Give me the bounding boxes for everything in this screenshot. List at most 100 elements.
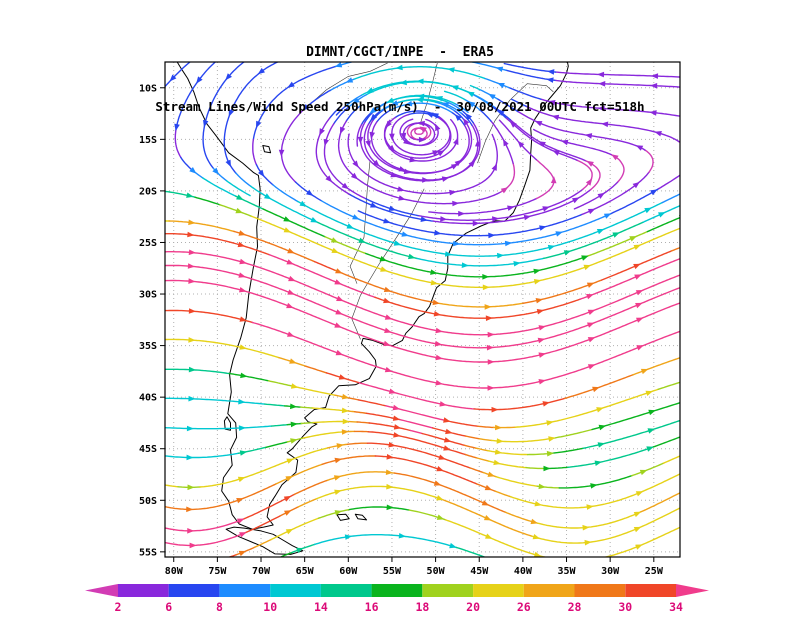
streamline — [353, 411, 368, 414]
streamline — [252, 65, 336, 141]
streamline-arrow — [497, 252, 505, 259]
streamline-arrow — [458, 210, 466, 217]
streamline-arrow — [196, 76, 203, 84]
streamline — [473, 397, 566, 411]
streamline — [358, 382, 475, 410]
streamline-arrow — [319, 128, 325, 136]
colorbar-segment — [270, 584, 321, 597]
streamline-arrow — [635, 145, 644, 151]
streamline — [165, 62, 191, 88]
streamline — [262, 208, 326, 238]
streamline-arrow — [645, 390, 653, 396]
streamline-arrow — [635, 491, 644, 497]
streamline — [168, 220, 235, 233]
streamline-arrow — [453, 137, 459, 145]
colorbar-segment — [473, 584, 524, 597]
streamline — [293, 479, 329, 496]
streamline-arrow — [560, 139, 569, 146]
streamline-arrow — [212, 167, 220, 175]
streamline-arrow — [288, 275, 296, 282]
streamline-arrow — [299, 200, 307, 207]
streamline-arrow — [430, 269, 438, 275]
streamline — [567, 446, 654, 468]
streamline — [374, 296, 581, 319]
streamline — [348, 506, 410, 511]
colorbar-tick-label: 10 — [263, 600, 277, 614]
streamline-arrow — [555, 231, 563, 237]
streamline-arrow — [323, 138, 329, 147]
streamline-arrow — [635, 290, 644, 296]
streamline-arrow — [385, 469, 393, 475]
streamline-arrow — [482, 274, 490, 280]
streamline-arrow — [434, 230, 442, 236]
streamline-arrow — [235, 207, 243, 214]
streamline-arrow — [186, 506, 194, 513]
streamline — [311, 407, 346, 412]
streamline — [543, 221, 644, 259]
streamline-arrow — [189, 167, 197, 174]
streamline — [591, 401, 680, 431]
lat-tick-label: 30S — [139, 290, 157, 301]
streamline-arrow — [422, 177, 430, 183]
streamline-arrow — [443, 417, 451, 423]
streamline-arrow — [487, 359, 495, 365]
streamline — [352, 66, 486, 81]
streamline — [199, 447, 329, 488]
streamline-arrow — [475, 139, 481, 147]
streamline-arrow — [409, 156, 417, 163]
streamline-arrow — [644, 207, 652, 214]
streamline — [477, 425, 495, 429]
streamline-arrow — [336, 295, 344, 302]
streamline-arrow — [397, 186, 405, 192]
streamline-arrow — [433, 311, 441, 317]
streamline — [333, 106, 349, 125]
streamline — [582, 419, 680, 449]
streamline — [165, 425, 273, 430]
streamline-arrow — [287, 331, 295, 337]
streamline-arrow — [283, 216, 291, 222]
colorbar-tick-label: 26 — [517, 600, 531, 614]
lat-tick-label: 10S — [139, 83, 157, 94]
streamline-arrow — [169, 74, 177, 82]
island-outline — [225, 526, 304, 555]
streamline-arrow — [237, 241, 246, 248]
streamline-arrow — [435, 354, 443, 361]
streamline — [357, 399, 387, 407]
streamline — [662, 455, 680, 464]
streamline-arrow — [188, 337, 196, 343]
streamline-arrow — [484, 304, 492, 310]
streamline — [235, 546, 256, 556]
colorbar-tick-label: 34 — [669, 600, 683, 614]
streamline — [347, 133, 498, 195]
streamline-arrow — [238, 272, 246, 278]
streamline-arrow — [239, 532, 247, 538]
streamline — [202, 62, 246, 169]
colorbar-tick-label: 2 — [115, 600, 122, 614]
streamline-arrow — [420, 216, 428, 222]
river — [477, 83, 554, 164]
streamline-arrow — [398, 195, 406, 201]
streamline — [317, 508, 351, 519]
streamline-arrow — [338, 374, 347, 380]
streamline-arrow — [682, 255, 690, 260]
streamline-arrow — [536, 309, 545, 315]
streamline-arrow — [488, 93, 496, 100]
streamline — [165, 484, 179, 488]
streamline — [165, 519, 241, 532]
streamline-arrow — [436, 495, 444, 501]
streamline — [165, 533, 244, 547]
streamline — [540, 98, 680, 117]
colorbar-segment — [574, 584, 626, 597]
streamline-arrow — [386, 504, 394, 511]
streamline — [250, 185, 317, 223]
streamline-arrow — [530, 518, 538, 525]
streamline-arrow — [418, 136, 426, 143]
streamline-arrow — [431, 112, 439, 119]
streamline-arrow — [640, 368, 649, 375]
streamline-arrow — [408, 253, 416, 260]
streamline-arrow — [258, 169, 265, 177]
colorbar-tick-label: 8 — [216, 600, 223, 614]
streamline-arrow — [586, 294, 594, 300]
streamlines — [165, 62, 690, 557]
streamline-arrow — [404, 100, 413, 107]
